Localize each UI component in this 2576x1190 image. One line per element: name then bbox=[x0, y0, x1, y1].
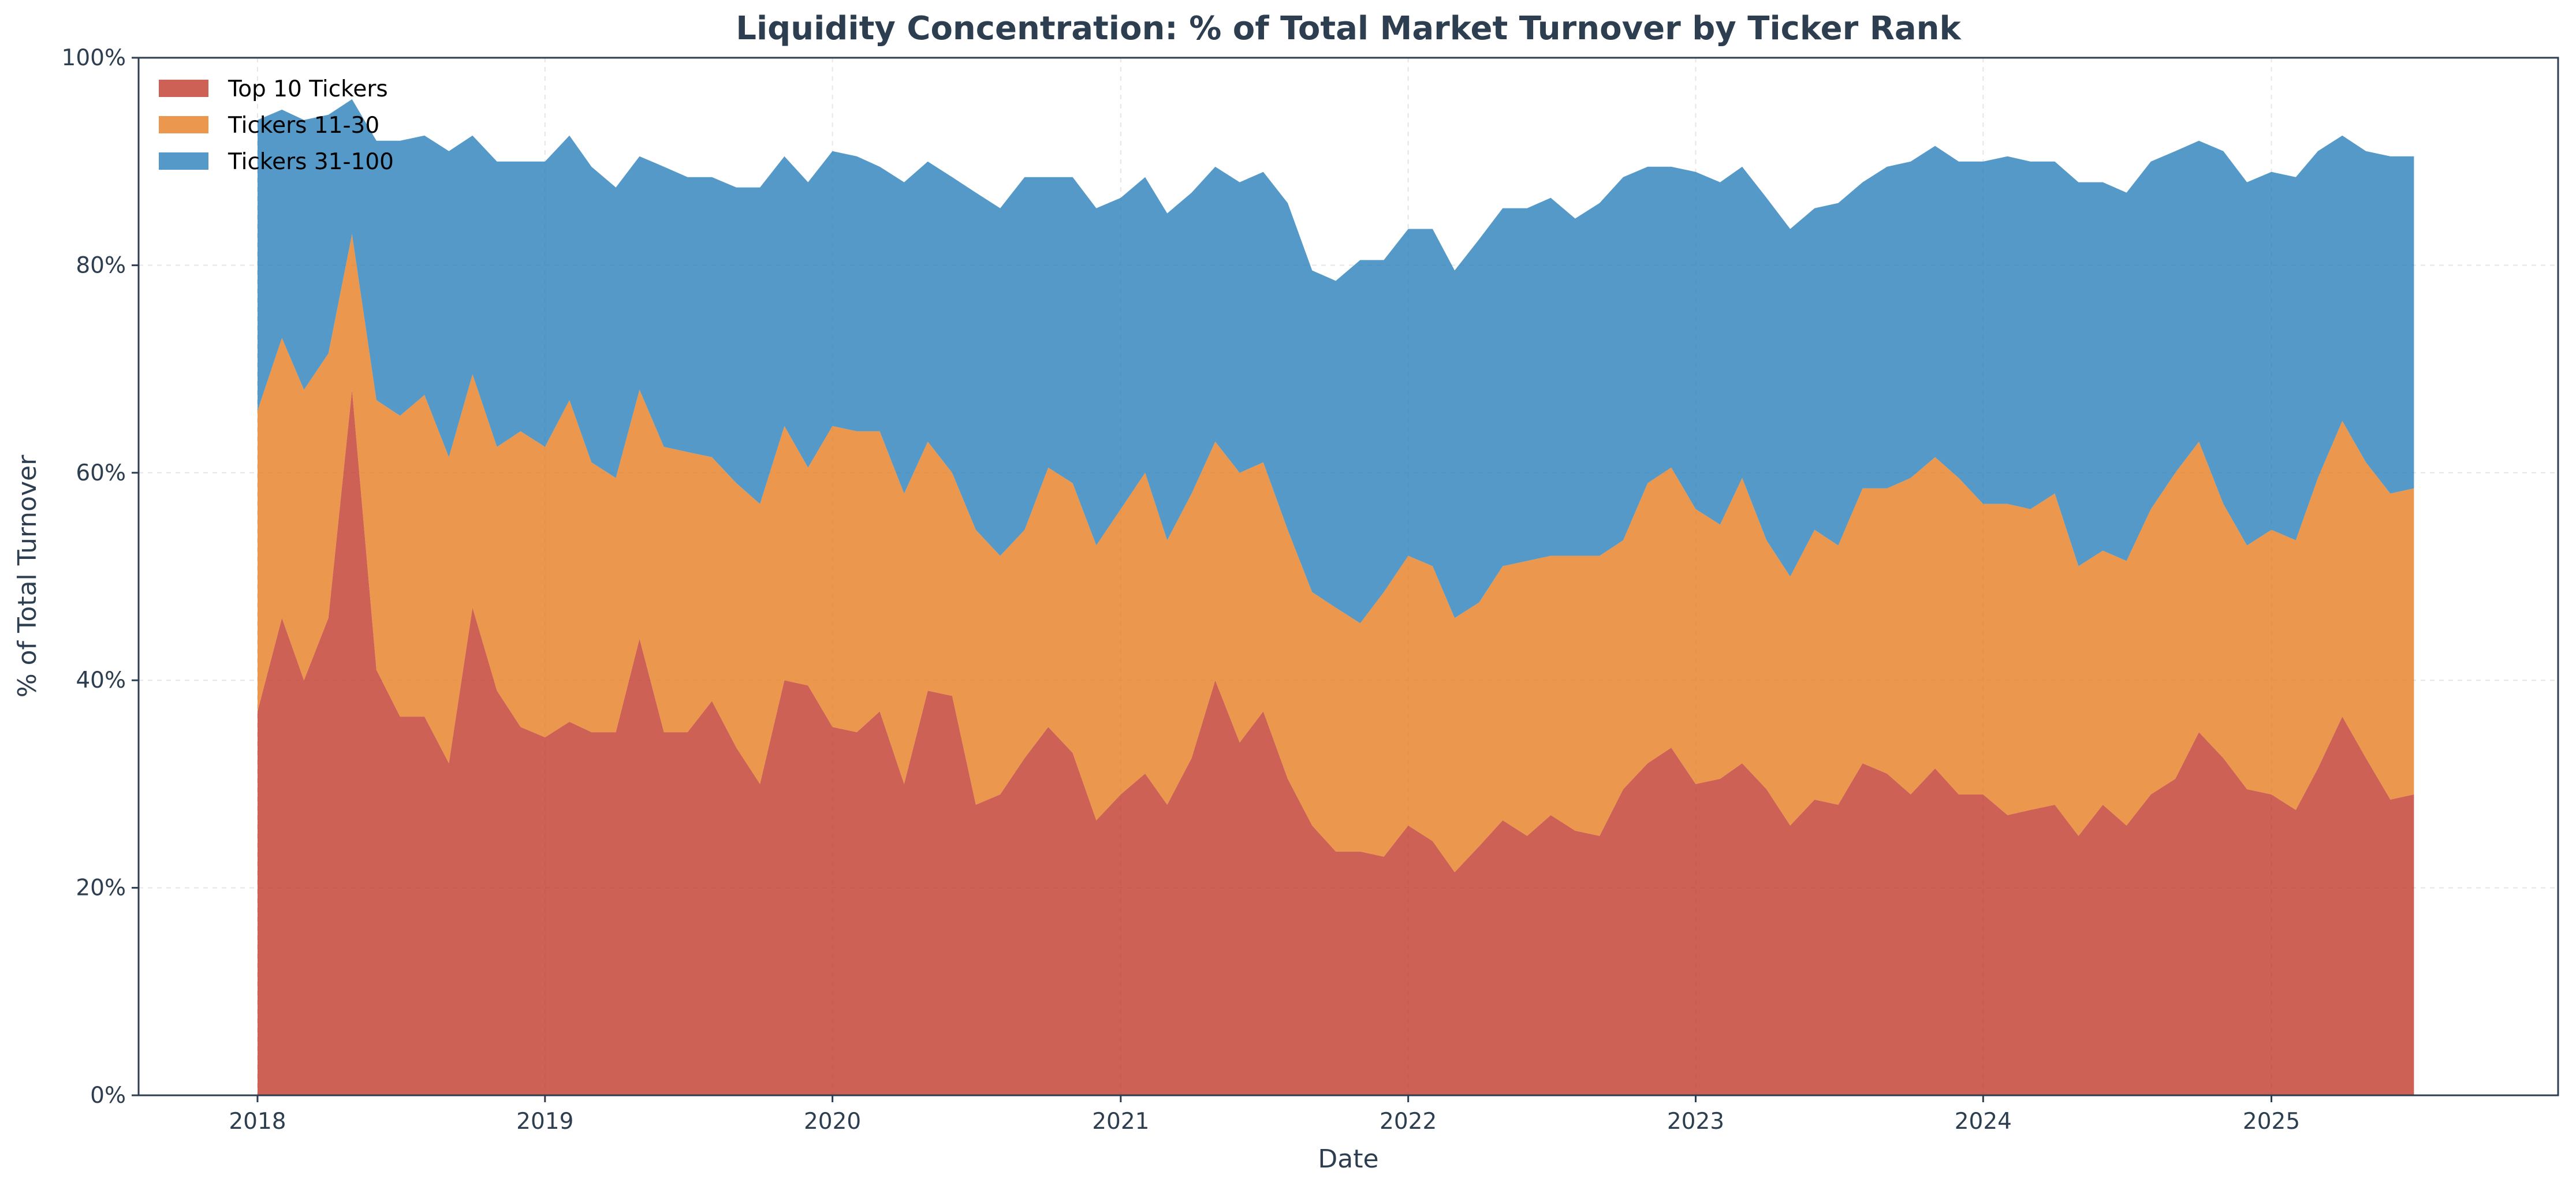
legend-swatch bbox=[159, 80, 208, 97]
x-tick-label: 2025 bbox=[2243, 1109, 2300, 1135]
plot-frame bbox=[137, 57, 2559, 1096]
legend-label: Tickers 11-30 bbox=[228, 113, 379, 139]
legend-swatch bbox=[159, 152, 208, 170]
x-tick-label: 2021 bbox=[1092, 1109, 1149, 1135]
chart-title: Liquidity Concentration: % of Total Mark… bbox=[736, 10, 1962, 47]
area-series bbox=[258, 99, 2414, 1095]
y-axis-label: % of Total Turnover bbox=[13, 454, 42, 697]
y-tick-label: 40% bbox=[76, 667, 126, 693]
y-tick-label: 0% bbox=[90, 1083, 126, 1109]
area-series-2 bbox=[258, 234, 2414, 872]
x-tick-label: 2024 bbox=[1955, 1109, 2012, 1135]
x-tick-label: 2019 bbox=[516, 1109, 573, 1135]
y-tick-label: 100% bbox=[62, 45, 126, 71]
x-tick-label: 2022 bbox=[1380, 1109, 1437, 1135]
legend-label: Tickers 31-100 bbox=[228, 149, 394, 175]
y-tick-label: 20% bbox=[76, 875, 126, 901]
x-tick-label: 2018 bbox=[229, 1109, 286, 1135]
legend: Top 10 Tickers Tickers 11-30 Tickers 31-10… bbox=[159, 76, 394, 175]
y-tick-label: 60% bbox=[76, 460, 126, 486]
x-tick-label: 2020 bbox=[804, 1109, 861, 1135]
x-axis-label: Date bbox=[1318, 1144, 1378, 1174]
legend-label: Top 10 Tickers bbox=[228, 76, 388, 102]
legend-swatch bbox=[159, 116, 208, 133]
area-series-3 bbox=[258, 99, 2414, 624]
area-series-1 bbox=[258, 390, 2414, 1095]
axis-ticks: 0% 20% 40% 60% 80% 100% 2018 2019 2020 2021 2022 20… bbox=[62, 45, 2301, 1135]
y-tick-label: 80% bbox=[76, 252, 126, 278]
x-tick-label: 2023 bbox=[1667, 1109, 1724, 1135]
